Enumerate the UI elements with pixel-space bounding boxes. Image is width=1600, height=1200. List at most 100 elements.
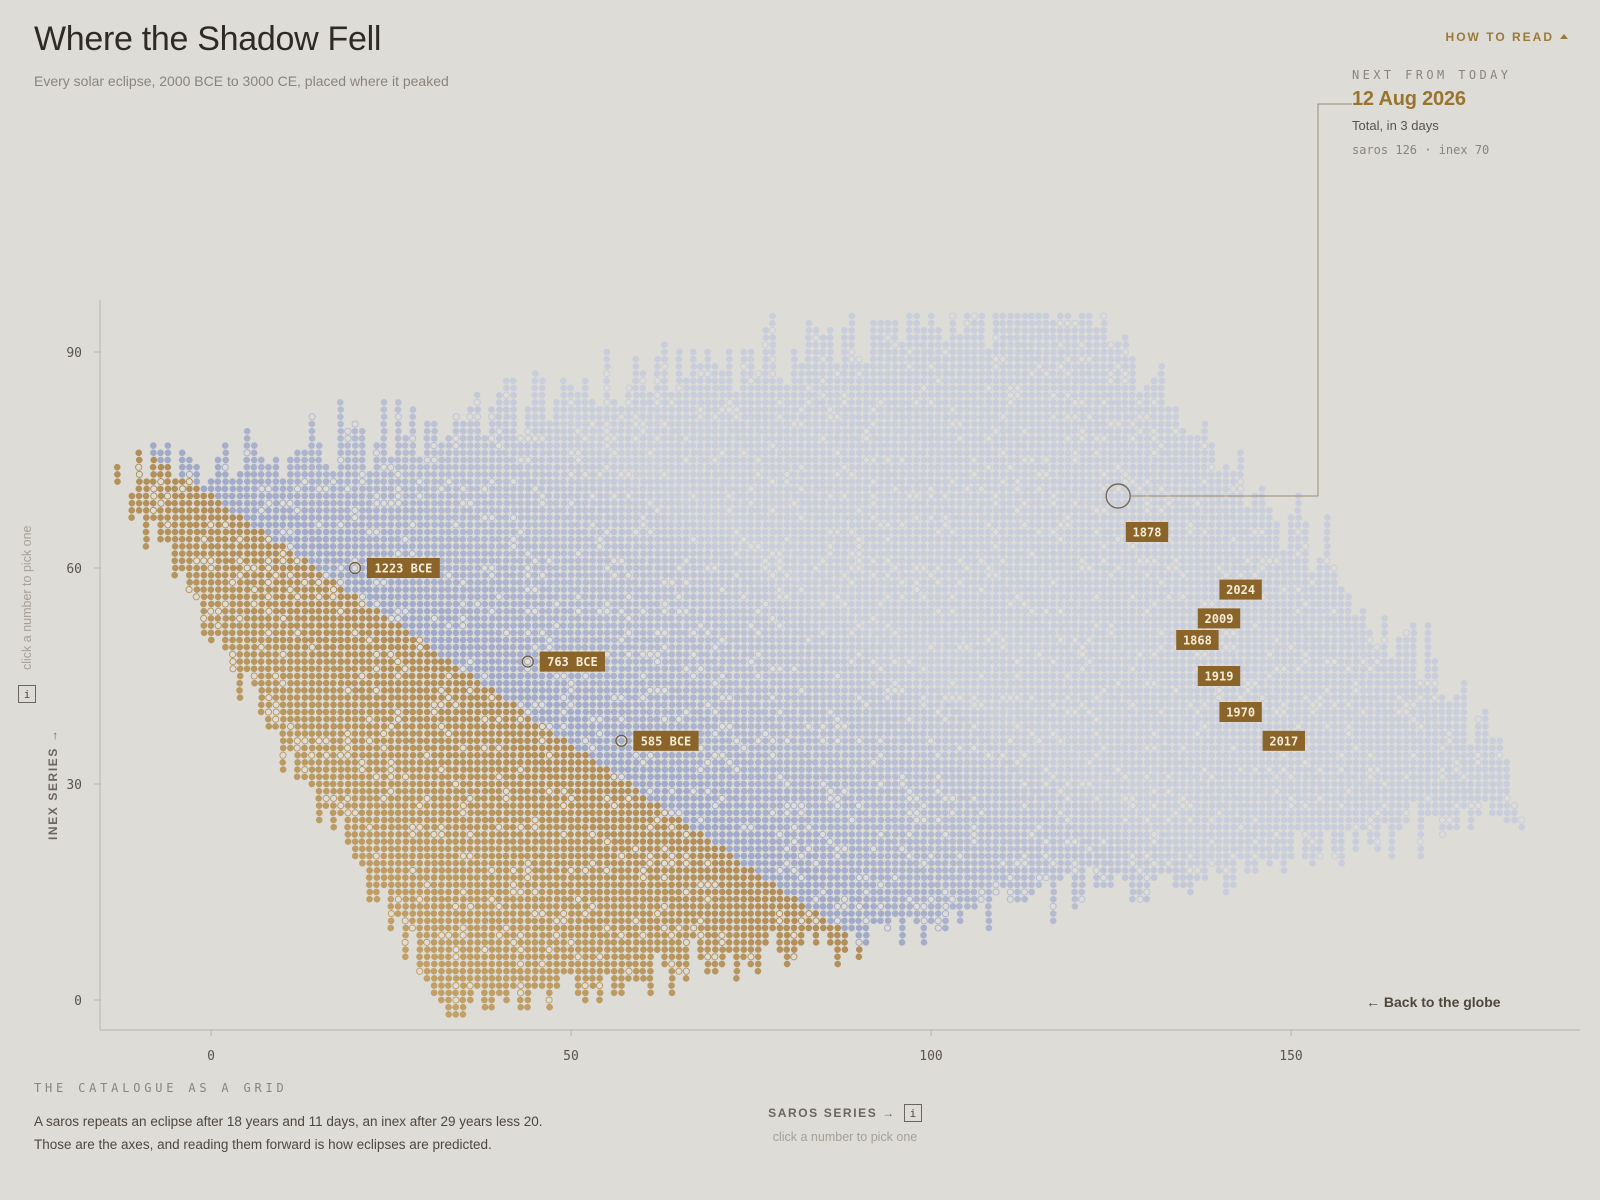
eclipse-dot[interactable] [632, 593, 640, 601]
eclipse-dot[interactable] [387, 802, 395, 809]
eclipse-dot[interactable] [265, 514, 272, 521]
eclipse-dot[interactable] [265, 586, 273, 593]
eclipse-dot[interactable] [604, 939, 611, 946]
eclipse-dot[interactable] [473, 787, 481, 795]
eclipse-dot[interactable] [545, 766, 553, 773]
eclipse-dot[interactable] [214, 615, 222, 622]
eclipse-dot[interactable] [654, 679, 661, 687]
eclipse-dot[interactable] [632, 687, 640, 694]
eclipse-dot[interactable] [294, 463, 301, 471]
eclipse-dot[interactable] [509, 521, 517, 529]
eclipse-dot[interactable] [286, 694, 294, 701]
eclipse-dot[interactable] [653, 471, 661, 478]
eclipse-dot[interactable] [293, 456, 301, 464]
eclipse-dot[interactable] [380, 550, 388, 557]
eclipse-dot[interactable] [459, 521, 466, 529]
eclipse-dot[interactable] [437, 989, 445, 997]
eclipse-dot[interactable] [603, 881, 611, 889]
eclipse-dot[interactable] [402, 946, 409, 953]
eclipse-dot[interactable] [639, 802, 647, 809]
eclipse-dot[interactable] [452, 931, 459, 939]
eclipse-dot[interactable] [617, 679, 625, 687]
eclipse-dot[interactable] [524, 1003, 531, 1011]
eclipse-dot[interactable] [459, 593, 467, 601]
eclipse-dot[interactable] [502, 794, 510, 802]
eclipse-dot[interactable] [416, 967, 424, 975]
eclipse-dot[interactable] [510, 931, 517, 939]
eclipse-dot[interactable] [581, 795, 589, 802]
eclipse-dot[interactable] [683, 651, 690, 658]
eclipse-dot[interactable] [287, 744, 294, 752]
eclipse-dot[interactable] [258, 463, 265, 471]
eclipse-dot[interactable] [401, 615, 409, 622]
eclipse-dot[interactable] [646, 471, 654, 478]
eclipse-dot[interactable] [510, 579, 517, 586]
eclipse-dot[interactable] [279, 665, 287, 673]
eclipse-dot[interactable] [466, 737, 474, 745]
eclipse-dot[interactable] [488, 478, 496, 486]
eclipse-dot[interactable] [553, 543, 561, 550]
eclipse-dot[interactable] [560, 780, 567, 788]
eclipse-dot[interactable] [352, 787, 359, 795]
eclipse-dot[interactable] [481, 845, 489, 853]
eclipse-dot[interactable] [560, 463, 568, 471]
eclipse-dot[interactable] [531, 881, 539, 889]
eclipse-dot[interactable] [560, 867, 568, 874]
eclipse-dot[interactable] [682, 471, 690, 478]
eclipse-dot[interactable] [438, 795, 445, 802]
eclipse-dot[interactable] [517, 946, 525, 954]
eclipse-dot[interactable] [653, 398, 661, 406]
eclipse-dot[interactable] [373, 744, 381, 752]
eclipse-dot[interactable] [632, 924, 640, 932]
eclipse-dot[interactable] [438, 780, 446, 788]
eclipse-dot[interactable] [343, 485, 352, 493]
eclipse-dot[interactable] [459, 723, 466, 730]
eclipse-dot[interactable] [387, 809, 395, 817]
eclipse-dot[interactable] [416, 931, 423, 939]
eclipse-dot[interactable] [424, 759, 431, 766]
eclipse-dot[interactable] [387, 463, 395, 471]
eclipse-dot[interactable] [308, 435, 316, 442]
eclipse-dot[interactable] [596, 701, 604, 709]
eclipse-dot[interactable] [625, 910, 633, 917]
eclipse-dot[interactable] [596, 557, 604, 565]
eclipse-dot[interactable] [221, 471, 229, 478]
eclipse-dot[interactable] [437, 888, 445, 896]
eclipse-dot[interactable] [603, 622, 611, 629]
eclipse-dot[interactable] [401, 463, 409, 471]
eclipse-dot[interactable] [647, 982, 654, 989]
eclipse-dot[interactable] [676, 766, 683, 773]
eclipse-dot[interactable] [286, 615, 294, 622]
eclipse-dot[interactable] [661, 845, 669, 853]
eclipse-dot[interactable] [445, 514, 453, 521]
eclipse-dot[interactable] [387, 780, 395, 788]
eclipse-dot[interactable] [704, 348, 711, 356]
eclipse-dot[interactable] [459, 967, 467, 975]
eclipse-dot[interactable] [668, 607, 676, 615]
eclipse-dot[interactable] [416, 888, 424, 896]
eclipse-dot[interactable] [531, 809, 539, 817]
eclipse-dot[interactable] [459, 629, 467, 637]
eclipse-dot[interactable] [459, 514, 467, 521]
eclipse-dot[interactable] [682, 420, 690, 428]
eclipse-dot[interactable] [524, 528, 532, 536]
eclipse-dot[interactable] [229, 636, 236, 644]
eclipse-dot[interactable] [675, 960, 683, 968]
eclipse-dot[interactable] [668, 658, 676, 665]
eclipse-dot[interactable] [683, 593, 690, 601]
eclipse-dot[interactable] [538, 751, 546, 759]
eclipse-dot[interactable] [142, 543, 150, 550]
eclipse-dot[interactable] [467, 773, 474, 781]
eclipse-dot[interactable] [157, 507, 164, 514]
eclipse-dot[interactable] [560, 946, 567, 953]
eclipse-dot[interactable] [409, 759, 416, 766]
eclipse-dot[interactable] [516, 780, 524, 788]
eclipse-dot[interactable] [373, 629, 381, 637]
eclipse-dot[interactable] [308, 708, 315, 716]
eclipse-dot[interactable] [654, 766, 661, 773]
eclipse-dot[interactable] [488, 859, 496, 867]
eclipse-dot[interactable] [474, 867, 482, 874]
eclipse-dot[interactable] [675, 420, 683, 428]
eclipse-dot[interactable] [409, 600, 417, 608]
eclipse-dot[interactable] [575, 679, 582, 687]
